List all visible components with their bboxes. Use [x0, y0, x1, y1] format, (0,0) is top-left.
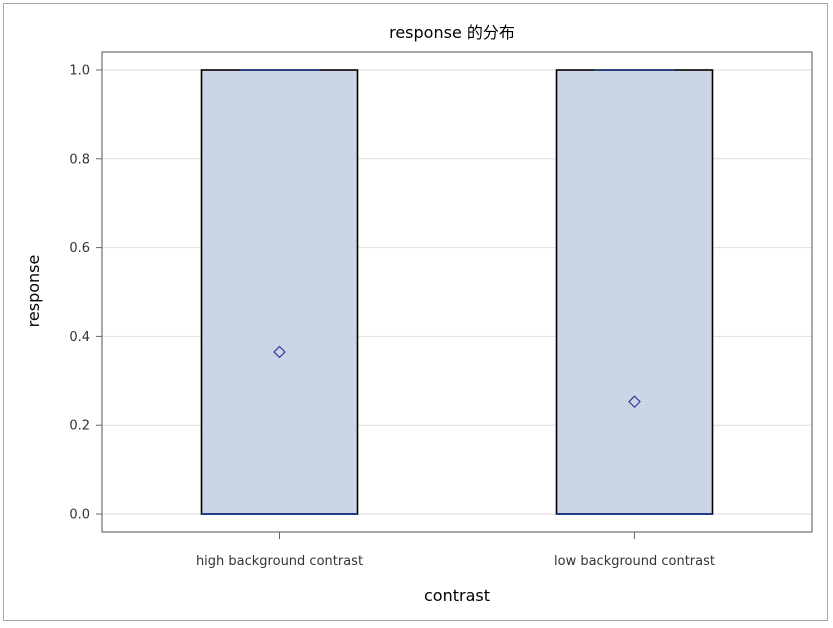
mean-marker	[628, 395, 641, 409]
x-tick-label: low background contrast	[554, 554, 715, 569]
y-tick-label: 1.0	[69, 64, 90, 79]
y-tick-label: 0.0	[69, 508, 90, 523]
chart-title: response 的分布	[389, 23, 515, 42]
y-tick-label: 0.8	[69, 152, 90, 167]
boxes	[200, 69, 714, 515]
y-tick-label: 0.4	[69, 330, 90, 345]
x-tick-label: high background contrast	[196, 554, 363, 569]
y-tick-label: 0.6	[69, 241, 90, 256]
y-axis-ticks: 0.0 0.2 0.4 0.6 0.8 1.0	[69, 64, 102, 523]
x-axis-title: contrast	[424, 586, 490, 605]
y-axis-title: response	[24, 255, 43, 328]
y-tick-label: 0.2	[69, 419, 90, 434]
x-axis-ticks: high background contrast low background c…	[196, 532, 715, 569]
plot-area-border	[101, 51, 813, 533]
box	[200, 69, 359, 515]
box	[555, 69, 714, 515]
mean-marker	[273, 345, 286, 359]
